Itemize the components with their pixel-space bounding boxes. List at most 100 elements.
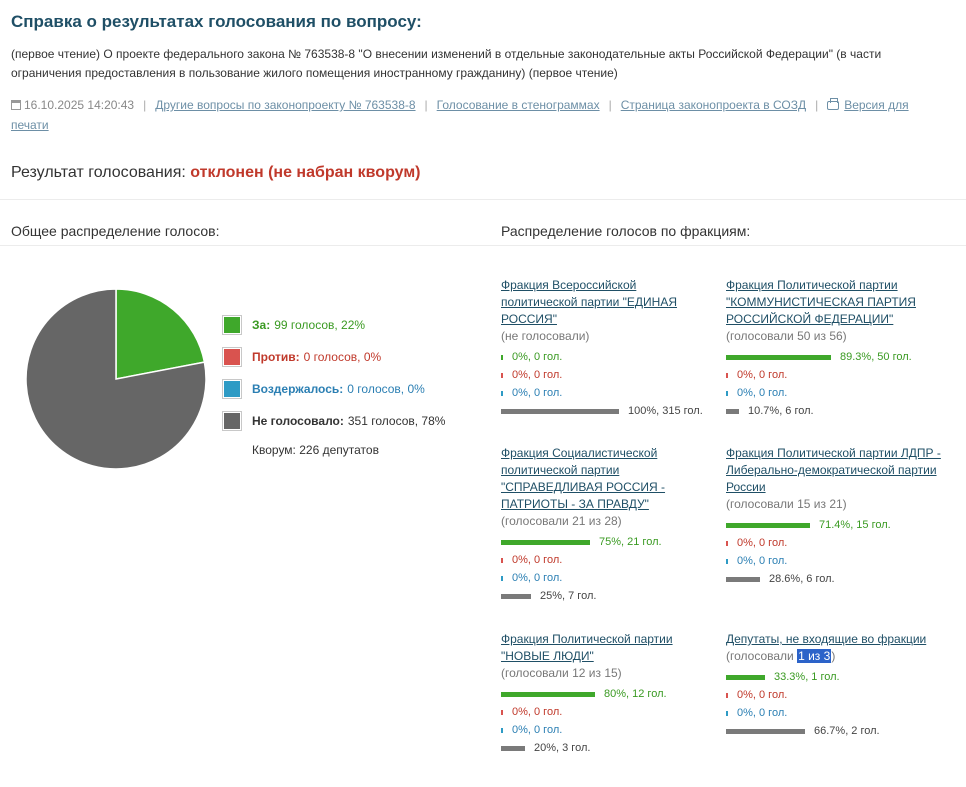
faction-protiv-row: 0%, 0 гол. <box>726 534 966 552</box>
vote-value: 80%, 12 гол. <box>604 688 667 700</box>
vote-value: 0%, 0 гол. <box>512 351 563 363</box>
faction-voted-count: (не голосовали) <box>501 329 590 343</box>
legend-za: За: 99 голосов, 22% <box>222 309 445 341</box>
faction-ne-golosovalo-row: 20%, 3 гол. <box>501 739 711 757</box>
vote-bar <box>501 575 503 581</box>
vote-value: 0%, 0 гол. <box>512 706 563 718</box>
legend-value: 0 голосов, 0% <box>303 350 382 364</box>
factions-heading: Распределение голосов по фракциям: <box>501 223 751 239</box>
faction-voted-count: (голосовали 1 из 3) <box>726 648 966 665</box>
legend-value: 99 голосов, 22% <box>274 318 366 332</box>
divider <box>0 245 966 246</box>
transcripts-link[interactable]: Голосование в стенограммах <box>436 98 600 112</box>
faction-name-link[interactable]: Депутаты, не входящие во фракции <box>726 632 927 646</box>
faction-ne-golosovalo-row: 28.6%, 6 гол. <box>726 570 966 588</box>
legend-label: Против: <box>252 350 300 364</box>
vote-datetime: 16.10.2025 14:20:43 <box>24 98 135 112</box>
vote-value: 66.7%, 2 гол. <box>814 725 880 737</box>
legend-swatch <box>222 411 242 431</box>
vote-bar <box>501 408 619 414</box>
vote-value: 0%, 0 гол. <box>737 387 788 399</box>
vote-bar <box>501 691 595 697</box>
faction-za-row: 89.3%, 50 гол. <box>726 348 946 366</box>
pie-slice-ne-golosovalo <box>25 288 207 470</box>
faction-ne-golosovalo-row: 25%, 7 гол. <box>501 587 701 605</box>
faction-protiv-row: 0%, 0 гол. <box>501 703 711 721</box>
printer-icon[interactable] <box>827 98 840 110</box>
faction-block: Фракция Социалистической политической па… <box>501 445 701 605</box>
result-label: Результат голосования: <box>11 164 191 181</box>
vote-value: 0%, 0 гол. <box>512 572 563 584</box>
vote-value: 25%, 7 гол. <box>540 590 597 602</box>
legend-label: За: <box>252 318 271 332</box>
vote-value: 100%, 315 гол. <box>628 405 703 417</box>
legend-swatch <box>222 379 242 399</box>
voted-prefix: (голосовали <box>726 649 798 663</box>
faction-vozderzhalos-row: 0%, 0 гол. <box>501 721 711 739</box>
vote-bar <box>501 390 503 396</box>
faction-vozderzhalos-row: 0%, 0 гол. <box>501 569 701 587</box>
vote-bar <box>726 540 728 546</box>
vote-value: 20%, 3 гол. <box>534 742 591 754</box>
quorum-text: Кворум: 226 депутатов <box>252 443 379 457</box>
legend-label: Воздержалось: <box>252 382 344 396</box>
faction-name-link[interactable]: Фракция Политической партии "НОВЫЕ ЛЮДИ" <box>501 632 673 663</box>
vote-value: 71.4%, 15 гол. <box>819 519 891 531</box>
faction-vozderzhalos-row: 0%, 0 гол. <box>726 704 966 722</box>
vote-bar <box>501 372 503 378</box>
vote-value: 10.7%, 6 гол. <box>748 405 814 417</box>
faction-name-link[interactable]: Фракция Всероссийской политической парти… <box>501 278 678 326</box>
vote-value: 89.3%, 50 гол. <box>840 351 912 363</box>
voted-highlight: 1 из 3 <box>797 649 832 663</box>
overall-heading: Общее распределение голосов: <box>11 223 220 239</box>
vote-value: 0%, 0 гол. <box>737 369 788 381</box>
vote-value: 0%, 0 гол. <box>737 537 788 549</box>
faction-name-link[interactable]: Фракция Политической партии "КОММУНИСТИЧ… <box>726 278 916 326</box>
sozd-page-link[interactable]: Страница законопроекта в СОЗД <box>620 98 807 112</box>
faction-voted-count: (голосовали 15 из 21) <box>726 497 847 511</box>
vote-bar <box>726 674 765 680</box>
vote-bar <box>726 558 728 564</box>
faction-name-link[interactable]: Фракция Политической партии ЛДПР - Либер… <box>726 446 941 494</box>
vote-bar <box>726 710 728 716</box>
legend-ne-golosovalo: Не голосовало: 351 голосов, 78% <box>222 405 445 437</box>
faction-ne-golosovalo-row: 10.7%, 6 гол. <box>726 402 946 420</box>
vote-value: 0%, 0 гол. <box>737 707 788 719</box>
vote-bar <box>501 557 503 563</box>
vote-bar <box>501 593 531 599</box>
vote-bar <box>501 745 525 751</box>
legend-value: 351 голосов, 78% <box>347 414 446 428</box>
vote-bar <box>726 372 728 378</box>
vote-value: 0%, 0 гол. <box>512 387 563 399</box>
pie-slice-za <box>115 288 206 380</box>
faction-protiv-row: 0%, 0 гол. <box>501 366 711 384</box>
separator: | <box>815 98 819 112</box>
print-version-link[interactable]: Версия для печати <box>11 98 909 132</box>
calendar-icon <box>11 100 21 110</box>
faction-za-row: 0%, 0 гол. <box>501 348 711 366</box>
legend-swatch <box>222 347 242 367</box>
result-status: отклонен (не набран кворум) <box>190 164 421 181</box>
faction-ne-golosovalo-row: 100%, 315 гол. <box>501 402 711 420</box>
faction-vozderzhalos-row: 0%, 0 гол. <box>501 384 711 402</box>
vote-bar <box>501 354 503 360</box>
faction-voted-count: (голосовали 12 из 15) <box>501 666 622 680</box>
faction-block: Депутаты, не входящие во фракции (голосов… <box>726 631 966 740</box>
vote-value: 75%, 21 гол. <box>599 536 662 548</box>
faction-za-row: 80%, 12 гол. <box>501 685 711 703</box>
vote-bar <box>726 354 831 360</box>
voted-suffix: ) <box>831 649 836 663</box>
legend-protiv: Против: 0 голосов, 0% <box>222 341 445 373</box>
faction-block: Фракция Политической партии ЛДПР - Либер… <box>726 445 966 588</box>
legend-vozderzhalos: Воздержалось: 0 голосов, 0% <box>222 373 445 405</box>
other-questions-link[interactable]: Другие вопросы по законопроекту № 763538… <box>155 98 416 112</box>
vote-value: 0%, 0 гол. <box>512 724 563 736</box>
vote-bar <box>726 390 728 396</box>
faction-block: Фракция Всероссийской политической парти… <box>501 277 711 420</box>
faction-block: Фракция Политической партии "НОВЫЕ ЛЮДИ"… <box>501 631 711 757</box>
separator: | <box>143 98 147 112</box>
faction-za-row: 71.4%, 15 гол. <box>726 516 966 534</box>
faction-name-link[interactable]: Фракция Социалистической политической па… <box>501 446 666 511</box>
faction-vozderzhalos-row: 0%, 0 гол. <box>726 384 946 402</box>
faction-protiv-row: 0%, 0 гол. <box>501 551 701 569</box>
